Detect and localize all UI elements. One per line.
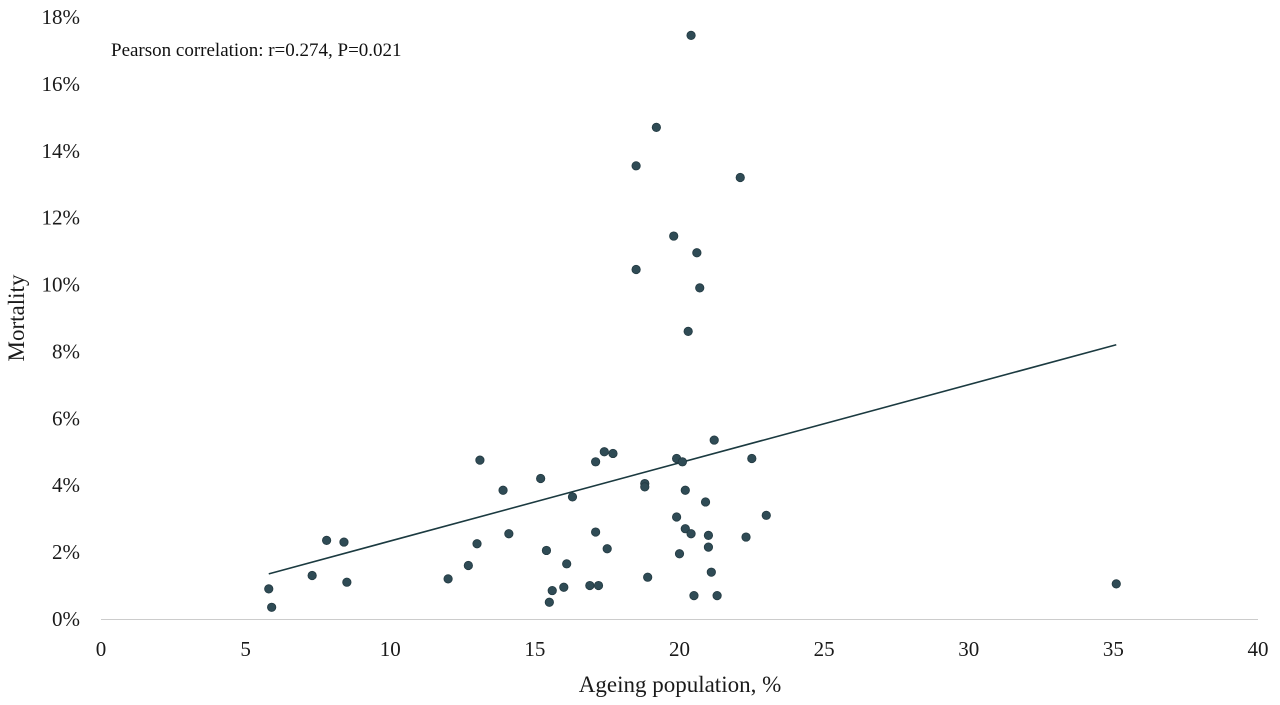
data-point	[504, 529, 514, 539]
x-tick-label: 35	[1103, 637, 1124, 661]
data-point	[472, 539, 482, 549]
data-point	[680, 485, 690, 495]
data-point	[591, 527, 601, 537]
data-point	[536, 473, 546, 484]
data-point	[686, 30, 696, 40]
data-point	[631, 264, 641, 275]
x-axis-title: Ageing population, %	[579, 672, 782, 697]
x-tick-label: 15	[524, 637, 545, 661]
data-point	[631, 161, 641, 171]
data-point	[602, 544, 612, 554]
data-point	[703, 530, 714, 540]
data-point	[567, 492, 578, 502]
data-point	[686, 529, 696, 539]
data-point	[1111, 579, 1121, 589]
data-point	[677, 457, 687, 467]
data-point	[608, 448, 618, 459]
data-point	[593, 580, 604, 591]
y-tick-label: 12%	[42, 206, 81, 230]
x-tick-label: 20	[669, 637, 690, 661]
data-point	[541, 545, 552, 556]
data-point	[339, 537, 349, 547]
y-tick-label: 18%	[42, 5, 81, 29]
x-tick-label: 5	[240, 637, 251, 661]
data-point	[443, 574, 453, 584]
data-point	[651, 122, 661, 132]
x-tick-label: 40	[1248, 637, 1269, 661]
data-point	[700, 497, 711, 507]
y-tick-label: 2%	[52, 540, 80, 564]
data-point	[695, 283, 705, 293]
y-tick-label: 16%	[42, 72, 81, 96]
y-tick-label: 8%	[52, 339, 80, 363]
trendline	[268, 343, 1117, 575]
correlation-annotation: Pearson correlation: r=0.274, P=0.021	[111, 40, 402, 61]
data-point	[463, 560, 473, 571]
data-point	[761, 510, 771, 520]
data-point	[307, 570, 317, 581]
data-point	[643, 572, 653, 582]
data-point	[562, 559, 572, 569]
data-point	[591, 457, 601, 467]
data-point	[680, 524, 690, 534]
y-tick-label: 14%	[42, 139, 81, 163]
y-tick-label: 6%	[52, 406, 80, 430]
data-point	[498, 485, 508, 495]
data-point	[706, 567, 716, 577]
data-point	[544, 597, 554, 607]
data-point	[322, 535, 332, 546]
data-point	[547, 585, 557, 596]
y-tick-label: 0%	[52, 607, 80, 631]
x-tick-label: 30	[958, 637, 979, 661]
data-point	[692, 248, 702, 258]
y-tick-label: 4%	[52, 473, 80, 497]
data-point	[585, 580, 595, 591]
y-tick-label: 10%	[42, 273, 81, 297]
data-point	[672, 512, 682, 522]
data-point	[709, 435, 719, 445]
data-point	[342, 577, 352, 587]
data-point	[747, 453, 757, 464]
x-tick-label: 25	[814, 637, 835, 661]
x-tick-label: 10	[380, 637, 401, 661]
data-point	[683, 326, 693, 336]
data-point	[264, 584, 274, 594]
data-point	[559, 582, 569, 592]
data-point	[689, 590, 699, 601]
data-point	[640, 482, 650, 492]
y-axis-title: Mortality	[4, 274, 29, 361]
data-point	[712, 590, 722, 601]
data-point	[475, 455, 485, 465]
data-point	[599, 447, 609, 457]
data-point	[669, 231, 679, 241]
data-point	[267, 602, 277, 612]
data-point	[741, 532, 751, 542]
trendline-layer	[268, 343, 1117, 575]
tick-labels: 0 5 10 15 20 25 30 35 40 0% 2% 4% 6% 8% 10% 12% 14% 16% 18…	[42, 5, 1269, 661]
x-tick-label: 0	[96, 637, 107, 661]
data-points	[264, 30, 1121, 612]
data-point	[674, 549, 685, 559]
data-point	[735, 172, 745, 183]
data-point	[703, 542, 714, 552]
